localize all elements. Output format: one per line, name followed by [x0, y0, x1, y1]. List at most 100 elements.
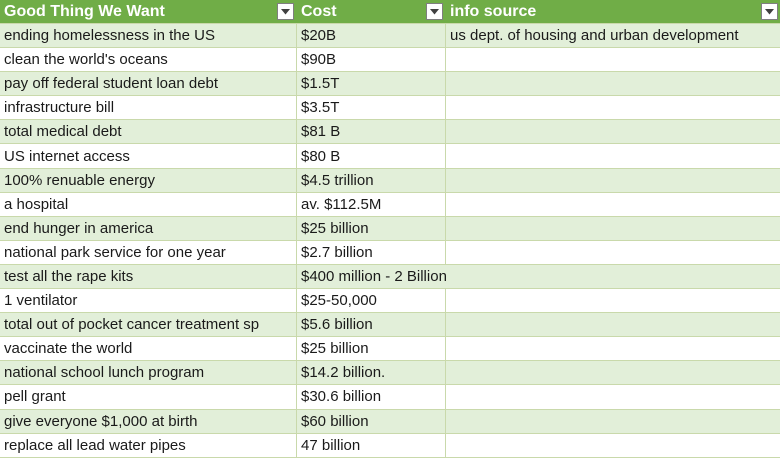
cell-cost-text: $81 B: [301, 123, 341, 141]
cell-good-thing[interactable]: national park service for one year: [0, 240, 297, 264]
cell-cost[interactable]: $4.5 trillion: [297, 168, 446, 192]
cell-good-thing[interactable]: total medical debt: [0, 120, 297, 144]
cell-cost[interactable]: $81 B: [297, 120, 446, 144]
cell-good-thing-text: US internet access: [4, 147, 130, 165]
cell-cost[interactable]: $30.6 billion: [297, 385, 446, 409]
cell-good-thing-text: 100% renuable energy: [4, 171, 155, 189]
cell-cost[interactable]: $25 billion: [297, 337, 446, 361]
cell-cost[interactable]: $60 billion: [297, 409, 446, 433]
cell-good-thing[interactable]: 1 ventilator: [0, 289, 297, 313]
cell-cost-text: $30.6 billion: [301, 388, 382, 406]
table-row: pay off federal student loan debt $1.5T: [0, 72, 780, 97]
table-row: 1 ventilator $25-50,000: [0, 289, 780, 314]
cell-cost[interactable]: $5.6 billion: [297, 313, 446, 337]
table-row: total medical debt $81 B: [0, 120, 780, 145]
cell-info-source[interactable]: [446, 265, 780, 288]
cell-cost[interactable]: $80 B: [297, 144, 446, 168]
cell-cost[interactable]: $400 million - 2 Billion: [297, 265, 447, 288]
table-row: test all the rape kits $400 million - 2 B…: [0, 264, 780, 290]
cell-good-thing-text: total out of pocket cancer treatment sp: [4, 316, 260, 334]
table-row: total out of pocket cancer treatment sp $…: [0, 313, 780, 338]
cell-good-thing[interactable]: give everyone $1,000 at birth: [0, 409, 297, 433]
table-row: end hunger in america $25 billion: [0, 216, 780, 241]
cell-good-thing[interactable]: pell grant: [0, 385, 297, 409]
cell-good-thing-text: infrastructure bill: [4, 99, 115, 117]
cell-good-thing-text: pell grant: [4, 388, 66, 406]
cell-good-thing-text: replace all lead water pipes: [4, 436, 186, 454]
cell-cost[interactable]: 47 billion: [297, 433, 446, 457]
cell-cost-text: $90B: [301, 51, 337, 69]
cell-cost-text: $4.5 trillion: [301, 171, 374, 189]
header-cell-good-thing[interactable]: Good Thing We Want: [0, 0, 297, 23]
cell-good-thing[interactable]: test all the rape kits: [0, 264, 297, 289]
cell-info-source[interactable]: [446, 96, 780, 119]
header-label-good-thing: Good Thing We Want: [4, 2, 165, 20]
cell-info-source[interactable]: [446, 217, 780, 240]
cell-info-source[interactable]: [446, 144, 780, 167]
cell-info-source[interactable]: [446, 193, 780, 216]
cell-good-thing-text: national park service for one year: [4, 243, 226, 261]
cell-info-source[interactable]: [446, 337, 780, 360]
cell-info-source[interactable]: [446, 48, 780, 71]
cell-cost[interactable]: $90B: [297, 48, 446, 72]
cell-good-thing-text: end hunger in america: [4, 219, 154, 237]
cell-cost[interactable]: $25-50,000: [297, 289, 446, 313]
cell-good-thing[interactable]: vaccinate the world: [0, 337, 297, 361]
cell-good-thing[interactable]: a hospital: [0, 192, 297, 216]
cell-cost[interactable]: $14.2 billion.: [297, 361, 446, 385]
cell-good-thing[interactable]: ending homelessness in the US: [0, 24, 297, 48]
header-cell-info-source[interactable]: info source: [446, 0, 780, 23]
cell-good-thing-text: pay off federal student loan debt: [4, 75, 219, 93]
cell-good-thing[interactable]: 100% renuable energy: [0, 168, 297, 192]
cell-cost-text: $3.5T: [301, 99, 340, 117]
cell-info-source[interactable]: [446, 313, 780, 336]
table-row: national school lunch program $14.2 billi…: [0, 361, 780, 386]
dropdown-arrow-icon[interactable]: [277, 3, 294, 20]
dropdown-arrow-icon[interactable]: [426, 3, 443, 20]
header-label-info-source: info source: [450, 2, 537, 20]
dropdown-arrow-icon[interactable]: [761, 3, 778, 20]
cell-info-source[interactable]: [446, 361, 780, 384]
cell-cost[interactable]: $25 billion: [297, 216, 446, 240]
cell-cost[interactable]: av. $112.5M: [297, 192, 446, 216]
table-row: infrastructure bill $3.5T: [0, 96, 780, 121]
cell-info-source[interactable]: [446, 241, 780, 264]
cell-cost-text: $25 billion: [301, 219, 369, 237]
cell-cost-text: $20B: [301, 27, 337, 45]
cell-info-source[interactable]: [446, 410, 780, 433]
cell-good-thing[interactable]: pay off federal student loan debt: [0, 72, 297, 96]
cell-good-thing-text: total medical debt: [4, 123, 122, 141]
cell-cost[interactable]: $3.5T: [297, 96, 446, 120]
header-label-cost: Cost: [301, 2, 337, 20]
cell-good-thing-text: vaccinate the world: [4, 340, 133, 358]
cell-good-thing[interactable]: national school lunch program: [0, 361, 297, 385]
cell-good-thing-text: national school lunch program: [4, 364, 205, 382]
cell-good-thing[interactable]: US internet access: [0, 144, 297, 168]
cell-info-source[interactable]: [446, 72, 780, 95]
cell-good-thing[interactable]: replace all lead water pipes: [0, 433, 297, 457]
cell-info-source[interactable]: [446, 169, 780, 192]
cell-cost-text: $25 billion: [301, 340, 369, 358]
cell-good-thing-text: test all the rape kits: [4, 267, 134, 285]
cell-cost-text: $80 B: [301, 147, 341, 165]
cell-cost-text: $60 billion: [301, 412, 369, 430]
cell-cost[interactable]: $2.7 billion: [297, 240, 446, 264]
cell-cost-text: $2.7 billion: [301, 243, 373, 261]
cell-info-source[interactable]: [446, 289, 780, 312]
cell-good-thing[interactable]: total out of pocket cancer treatment sp: [0, 313, 297, 337]
cell-cost-text: av. $112.5M: [301, 195, 382, 213]
header-cell-cost[interactable]: Cost: [297, 0, 446, 23]
cell-cost[interactable]: $1.5T: [297, 72, 446, 96]
cell-good-thing[interactable]: clean the world's oceans: [0, 48, 297, 72]
cell-info-source[interactable]: [446, 434, 780, 457]
cell-info-source[interactable]: us dept. of housing and urban developmen…: [446, 24, 780, 47]
cell-info-source[interactable]: [446, 385, 780, 408]
cell-good-thing[interactable]: infrastructure bill: [0, 96, 297, 120]
table-row: give everyone $1,000 at birth $60 billion: [0, 409, 780, 434]
cell-cost[interactable]: $20B: [297, 24, 446, 48]
cell-good-thing[interactable]: end hunger in america: [0, 216, 297, 240]
cell-info-source[interactable]: [446, 120, 780, 143]
cell-cost-text: $1.5T: [301, 75, 340, 93]
table-row: a hospital av. $112.5M: [0, 192, 780, 217]
